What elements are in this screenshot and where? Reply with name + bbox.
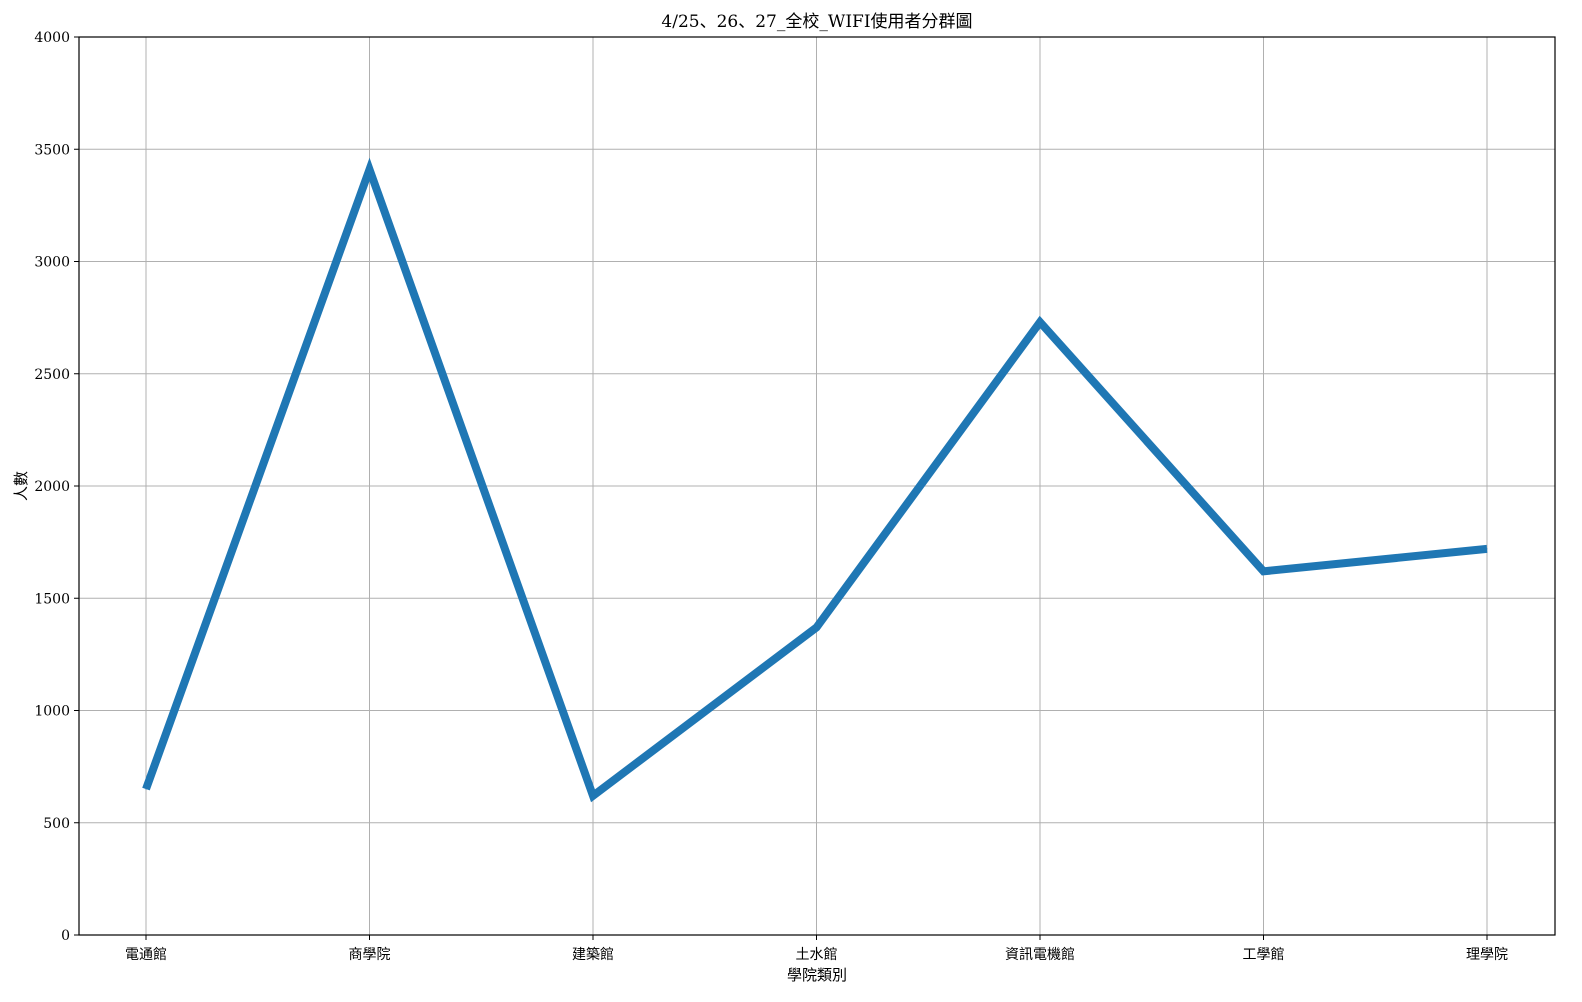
y-tick-label: 3000 bbox=[34, 255, 70, 271]
data-point bbox=[1263, 570, 1264, 572]
x-tick-label: 建築館 bbox=[572, 946, 614, 963]
y-tick-label: 2000 bbox=[34, 479, 70, 495]
y-tick-label: 1000 bbox=[34, 704, 70, 720]
y-tick-label: 2500 bbox=[34, 367, 70, 383]
y-axis-label: 人數 bbox=[12, 471, 30, 501]
series-layer bbox=[142, 157, 1488, 803]
chart-title: 4/25、26、27_全校_WIFI使用者分群圖 bbox=[661, 11, 972, 32]
y-tick-label: 1500 bbox=[34, 591, 70, 607]
x-tick-label: 資訊電機館 bbox=[1005, 946, 1075, 963]
x-axis-label: 學院類別 bbox=[787, 966, 847, 984]
y-tick-label: 4000 bbox=[34, 30, 70, 46]
x-tick-label: 土水館 bbox=[796, 946, 838, 963]
x-tick-label: 電通館 bbox=[125, 946, 167, 963]
x-tick-label: 商學院 bbox=[349, 947, 391, 963]
y-tick-label: 500 bbox=[43, 816, 70, 832]
data-point bbox=[369, 168, 370, 170]
tick-layer: 0 500 1000 1500 2000 2500 3000 3500 4000 電通館 商學院 建築… bbox=[34, 30, 1508, 963]
data-point bbox=[1039, 321, 1041, 323]
data-point bbox=[592, 795, 594, 797]
y-tick-label: 0 bbox=[61, 928, 70, 944]
data-point bbox=[145, 788, 147, 790]
x-tick-label: 工學館 bbox=[1243, 946, 1285, 963]
data-point bbox=[816, 626, 817, 628]
x-tick-label: 理學院 bbox=[1466, 947, 1508, 963]
y-tick-label: 3500 bbox=[34, 142, 70, 158]
grid-layer bbox=[79, 36, 1555, 936]
data-point bbox=[1486, 548, 1488, 550]
